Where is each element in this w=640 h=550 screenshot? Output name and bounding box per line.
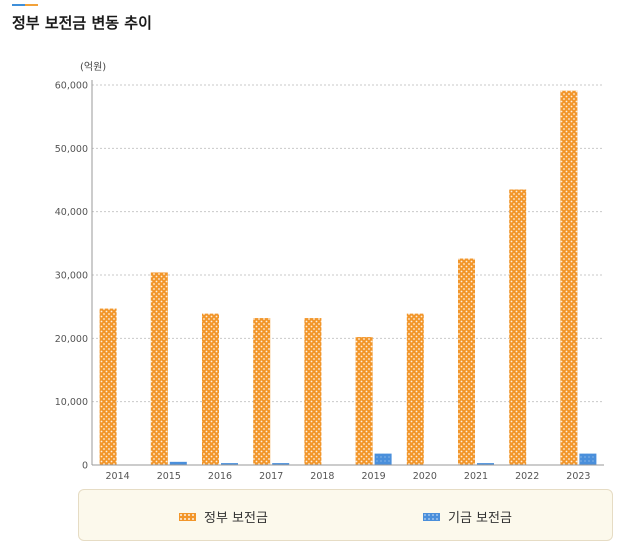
title-accent-blue (12, 4, 25, 6)
x-tick-label: 2014 (106, 471, 130, 482)
bar-government-2019 (355, 337, 373, 465)
legend-item-fund: 기금 보전금 (423, 507, 512, 526)
legend-label-government: 정부 보전금 (204, 511, 268, 526)
bar-fund-2021 (477, 463, 494, 465)
y-tick-label: 30,000 (55, 271, 88, 282)
legend-swatch-government (179, 512, 196, 521)
bar-fund-2015 (169, 461, 187, 465)
bar-government-2014 (99, 308, 117, 465)
x-tick-label: 2022 (515, 471, 539, 482)
bar-fund-2016 (221, 463, 238, 465)
bar-government-2018 (304, 318, 322, 465)
y-tick-label: 20,000 (55, 334, 88, 345)
title-accent-bar (12, 4, 38, 7)
bar-government-2016 (202, 313, 219, 465)
x-tick-label: 2018 (310, 471, 334, 482)
legend-item-government: 정부 보전금 (179, 507, 268, 526)
bar-fund-2017 (272, 463, 290, 465)
bar-government-2023 (560, 90, 578, 465)
bar-government-2017 (253, 318, 271, 465)
legend: 정부 보전금 기금 보전금 (78, 489, 613, 541)
bar-fund-2019 (374, 453, 392, 465)
bar-government-2021 (458, 258, 475, 465)
x-tick-label: 2019 (362, 471, 386, 482)
y-tick-label: 50,000 (55, 144, 88, 155)
x-tick-label: 2021 (464, 471, 488, 482)
bar-government-2022 (509, 189, 527, 465)
y-tick-label: 40,000 (55, 207, 88, 218)
x-tick-label: 2020 (413, 471, 437, 482)
title-accent-orange (25, 4, 38, 6)
x-tick-label: 2017 (259, 471, 283, 482)
y-tick-label: 0 (82, 461, 88, 472)
x-tick-label: 2015 (157, 471, 181, 482)
bar-chart: 0 10,000 20,000 30,000 40,000 50,000 60,000 201… (55, 61, 604, 482)
y-unit-label: (억원) (80, 61, 106, 73)
x-tick-label: 2023 (566, 471, 590, 482)
legend-label-fund: 기금 보전금 (448, 511, 512, 526)
x-tick-label: 2016 (208, 471, 232, 482)
bar-government-2020 (406, 313, 424, 465)
page-title: 정부 보전금 변동 추이 (12, 14, 152, 32)
y-tick-label: 10,000 (55, 397, 88, 408)
y-tick-label: 60,000 (55, 81, 88, 92)
bar-government-2015 (150, 272, 168, 465)
bar-fund-2023 (579, 453, 597, 465)
legend-swatch-fund (423, 512, 440, 521)
